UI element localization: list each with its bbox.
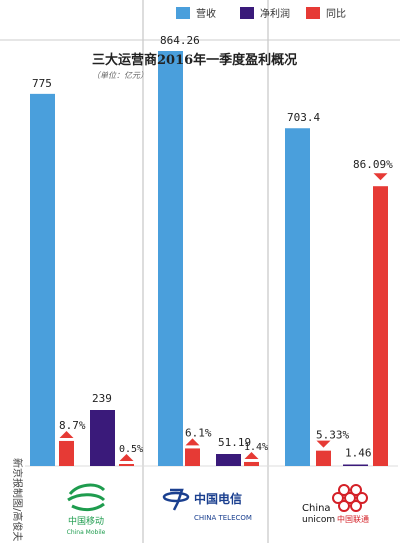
telecom-revenue-yoy-bar	[185, 448, 200, 466]
china-mobile-logo-cn: 中国移动	[68, 515, 104, 527]
telecom-revenue-label: 864.26	[160, 34, 200, 47]
unicom-profit-bar	[343, 464, 368, 466]
legend-swatch-1	[176, 7, 190, 19]
mobile-revenue-label: 775	[32, 77, 52, 90]
china-unicom-knot-icon-4	[338, 500, 350, 512]
china-telecom-e-icon	[162, 491, 190, 503]
telecom-revenue-yoy-label: 6.1%	[185, 426, 212, 439]
telecom-revenue-yoy-arrow	[185, 438, 200, 446]
telecom-profit-yoy-bar	[244, 461, 259, 466]
china-telecom-e-icon-stroke	[170, 488, 184, 511]
unicom-revenue-bar	[285, 128, 310, 466]
china-unicom-logo-cn: 中国联通	[337, 514, 369, 524]
chart-unit: （单位：亿元）	[92, 71, 148, 80]
unicom-profit-yoy-arrow	[373, 173, 388, 181]
legend-swatch-2	[240, 7, 254, 19]
telecom-profit-bar	[216, 454, 241, 466]
unicom-profit-yoy-label: 86.09%	[353, 158, 393, 171]
china-telecom-logo: 中国电信 CHINA TELECOM	[162, 488, 252, 522]
labels-layer: 775 8.7% 239 0.5% 864.26 6.1% 51.191.4% 703.4 5.…	[32, 34, 393, 460]
mobile-profit-yoy-arrow	[119, 454, 134, 461]
legend-swatch-3	[306, 7, 320, 19]
china-unicom-knot-icon-3	[344, 492, 356, 504]
mobile-profit-label: 239	[92, 392, 112, 405]
mobile-profit-bar	[90, 410, 115, 466]
china-mobile-logo-en: China Mobile	[67, 529, 106, 536]
china-mobile-logo: 中国移动 China Mobile	[67, 483, 106, 536]
china-unicom-logo-en-2: unicom	[302, 515, 335, 525]
telecom-profit-yoy-arrow	[244, 451, 259, 459]
bars-layer	[30, 51, 388, 466]
legend: 营收 净利润 同比	[176, 7, 346, 20]
telecom-revenue-bar	[158, 51, 183, 466]
unicom-profit-yoy-bar	[373, 186, 388, 466]
chart-title: 三大运营商2016年一季度盈利概况	[92, 52, 297, 68]
mobile-revenue-yoy-label: 8.7%	[59, 419, 86, 432]
china-mobile-swirl-icon	[68, 483, 106, 496]
unicom-revenue-yoy-label: 5.33%	[316, 429, 349, 442]
mobile-profit-yoy-label: 0.5%	[119, 444, 143, 455]
mobile-revenue-yoy-arrow	[59, 430, 74, 438]
china-unicom-logo-en-1: China	[302, 503, 331, 514]
china-mobile-swirl-icon-3	[71, 502, 105, 512]
mobile-profit-yoy-bar	[119, 464, 134, 466]
legend-label-1: 营收	[196, 7, 216, 20]
unicom-profit-label: 1.46	[345, 447, 372, 460]
unicom-revenue-yoy-arrow	[316, 440, 331, 448]
unicom-revenue-yoy-bar	[316, 450, 331, 466]
logos-layer: 中国移动 China Mobile 中国电信 CHINA TELECOM Chinaun…	[67, 483, 369, 536]
legend-label-3: 同比	[326, 8, 346, 20]
unicom-revenue-label: 703.4	[287, 111, 320, 124]
mobile-revenue-bar	[30, 93, 55, 466]
china-telecom-logo-en: CHINA TELECOM	[194, 514, 252, 522]
china-telecom-logo-cn: 中国电信	[194, 491, 242, 506]
china-unicom-knot-icon-6	[332, 492, 344, 504]
chart-credit: 新京报制图/高俊夫	[11, 458, 24, 541]
china-unicom-knot-icon-5	[350, 500, 362, 512]
telecom-profit-yoy-label: 1.4%	[244, 442, 268, 453]
telecom-profit-label: 51.19	[218, 436, 251, 449]
legend-label-2: 净利润	[260, 7, 290, 20]
mobile-revenue-yoy-bar	[59, 440, 74, 466]
china-unicom-knot-icon-2	[350, 484, 362, 496]
china-unicom-knot-icon-1	[338, 484, 350, 496]
china-unicom-knot-icon-7	[356, 492, 368, 504]
china-mobile-swirl-icon-2	[67, 493, 106, 502]
